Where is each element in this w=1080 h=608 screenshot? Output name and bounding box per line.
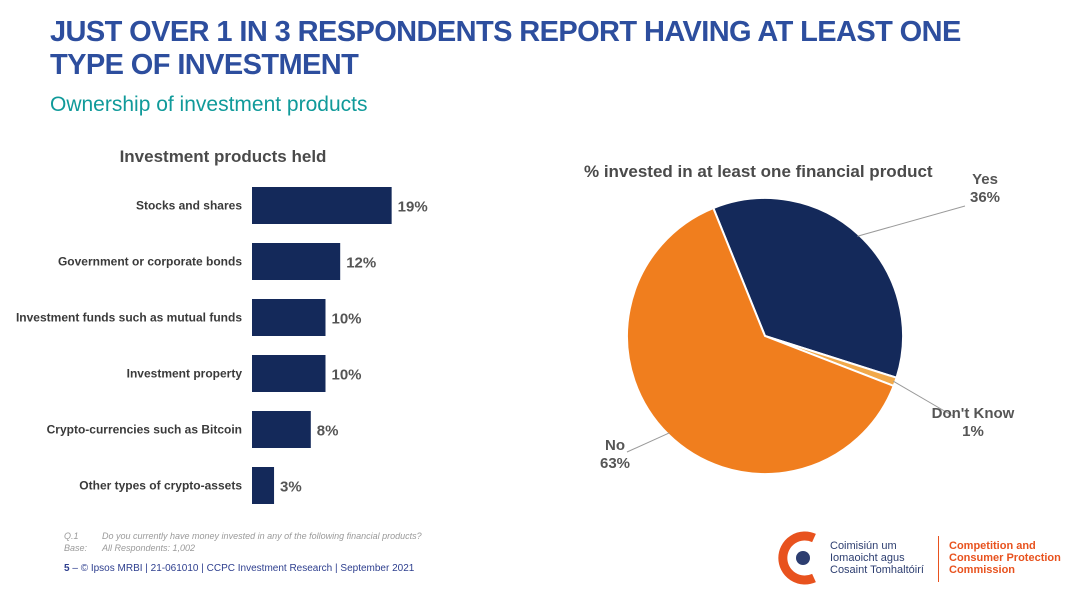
pie-slice-value-label: 36%	[970, 189, 1000, 206]
pie-leader-line	[857, 205, 966, 237]
page-title: JUST OVER 1 IN 3 RESPONDENTS REPORT HAVI…	[50, 16, 1050, 82]
ccpc-logo-mark-icon	[778, 531, 816, 585]
logo-english-line-1: Competition and	[949, 540, 1036, 552]
footnote-question: Q.1 Do you currently have money invested …	[64, 530, 422, 542]
logo-divider	[938, 536, 939, 582]
logo-english-line-2: Consumer Protection	[949, 552, 1061, 564]
pie-leader-line	[626, 432, 670, 453]
logo-english-line-3: Commission	[949, 564, 1016, 576]
page-title-line-1: JUST OVER 1 IN 3 RESPONDENTS REPORT HAVI…	[50, 16, 961, 48]
bar	[252, 411, 311, 448]
logo-irish-line-3: Cosaint Tomhaltóirí	[830, 564, 924, 576]
page-number: 5	[64, 563, 70, 574]
footer-separator: –	[72, 563, 78, 574]
page-subtitle: Ownership of investment products	[50, 93, 368, 116]
footnote-base-text: All Respondents: 1,002	[102, 543, 196, 553]
pie-chart-title: % invested in at least one financial pro…	[584, 162, 933, 181]
pie-slice-name: No	[605, 437, 625, 454]
footer: 5 – © Ipsos MRBI | 21-061010 | CCPC Inve…	[64, 563, 414, 574]
bar-category-label: Other types of crypto-assets	[79, 479, 242, 493]
pie-slice-name: Don't Know	[932, 405, 1015, 422]
bar-value-label: 19%	[398, 199, 428, 216]
pie-slice-value-label: 63%	[600, 455, 630, 472]
pie-slice	[626, 206, 895, 475]
footnote-question-text: Do you currently have money invested in …	[102, 531, 422, 541]
bar	[252, 467, 275, 504]
footnote-question-key: Q.1	[64, 531, 79, 541]
bar-chart-title: Investment products held	[119, 147, 327, 166]
bar	[252, 243, 341, 280]
logo-irish-line-2: Iomaoicht agus	[830, 552, 905, 564]
bar-value-label: 10%	[332, 367, 362, 384]
footnote-base: Base: All Respondents: 1,002	[64, 542, 422, 554]
bar	[252, 299, 326, 336]
bar-value-label: 3%	[280, 479, 302, 496]
bar-value-label: 10%	[332, 311, 362, 328]
bar-value-label: 12%	[346, 255, 376, 272]
ccpc-logo: Coimisiún um Iomaoicht agus Cosaint Tomh…	[778, 530, 1068, 590]
bar-category-label: Government or corporate bonds	[58, 255, 242, 269]
bar-category-label: Investment property	[127, 367, 243, 381]
footnote: Q.1 Do you currently have money invested …	[64, 530, 422, 554]
bar-category-label: Stocks and shares	[136, 199, 242, 213]
pie-leader-line	[893, 380, 954, 417]
pie-slice-name: Yes	[972, 171, 998, 188]
page-title-line-2: TYPE OF INVESTMENT	[50, 49, 359, 81]
pie-slice	[712, 197, 904, 379]
bar-value-label: 8%	[317, 423, 339, 440]
footer-text: © Ipsos MRBI | 21-061010 | CCPC Investme…	[80, 563, 415, 574]
bar-chart: Stocks and shares 19% Government or corpor…	[16, 187, 428, 504]
pie-slice-value-label: 1%	[962, 423, 984, 440]
logo-irish-text: Coimisiún um Iomaoicht agus Cosaint Tomh…	[830, 540, 924, 576]
logo-irish-line-1: Coimisiún um	[830, 540, 897, 552]
logo-english-text: Competition and Consumer Protection Comm…	[949, 540, 1061, 576]
bar-category-label: Crypto-currencies such as Bitcoin	[47, 423, 242, 437]
bar	[252, 355, 326, 392]
bar-category-label: Investment funds such as mutual funds	[16, 311, 242, 325]
bar	[252, 187, 392, 224]
footnote-base-key: Base:	[64, 543, 88, 553]
